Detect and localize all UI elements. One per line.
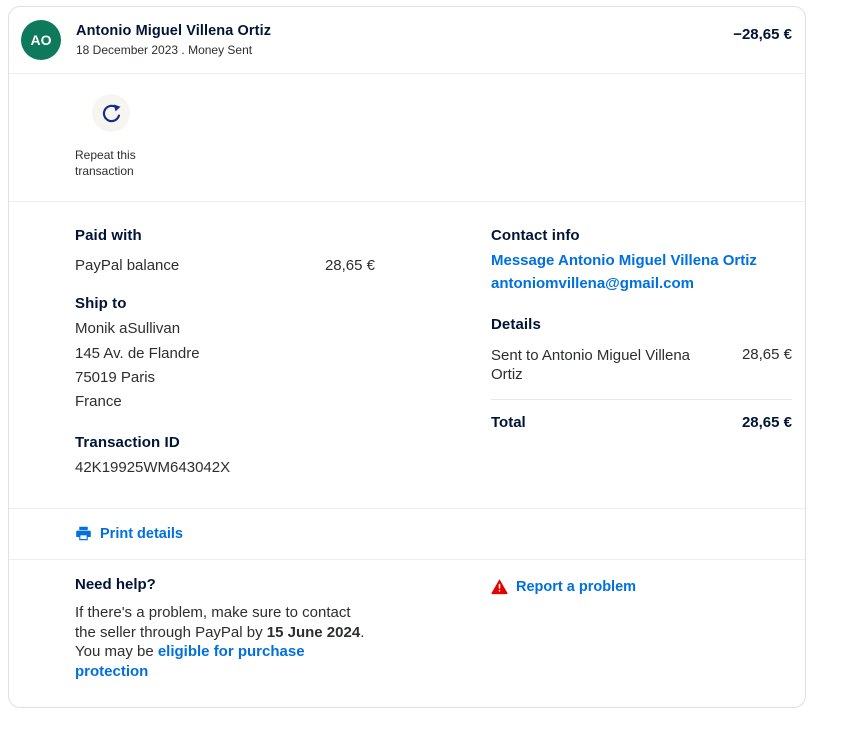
details-line-item: Sent to Antonio Miguel Villena Ortiz bbox=[491, 347, 691, 383]
need-help-block: Need help? If there's a problem, make su… bbox=[75, 576, 375, 681]
message-recipient-link[interactable]: Message Antonio Miguel Villena Ortiz bbox=[491, 252, 757, 269]
report-problem-label: Report a problem bbox=[516, 578, 637, 595]
avatar-initials: AO bbox=[30, 32, 52, 48]
recipient-name: Monik aSullivan bbox=[75, 320, 181, 337]
print-details-label: Print details bbox=[100, 525, 183, 542]
total-amount: 28,65 € bbox=[741, 414, 792, 431]
report-problem-link[interactable]: Report a problem bbox=[491, 578, 636, 595]
repeat-transaction-label[interactable]: Repeat this transaction bbox=[75, 148, 136, 178]
left-column: Paid with PayPal balance 28,65 € Ship to… bbox=[75, 227, 375, 476]
need-help-heading: Need help? bbox=[75, 576, 156, 593]
counterparty-name: Antonio Miguel Villena Ortiz bbox=[76, 23, 272, 39]
right-column: Contact info Message Antonio Miguel Vill… bbox=[491, 227, 792, 476]
contact-info-heading: Contact info bbox=[491, 227, 580, 244]
transaction-id-value: 42K19925WM643042X bbox=[75, 459, 231, 476]
details-heading: Details bbox=[491, 316, 541, 333]
ship-to-heading: Ship to bbox=[75, 295, 127, 312]
address-line-1: 145 Av. de Flandre bbox=[75, 345, 200, 362]
paid-with-heading: Paid with bbox=[75, 227, 142, 244]
need-help-text: If there's a problem, make sure to conta… bbox=[75, 603, 375, 681]
details-divider bbox=[491, 399, 792, 400]
transaction-card: AO Antonio Miguel Villena Ortiz 18 Decem… bbox=[8, 6, 806, 708]
help-text-mid: . You may be bbox=[75, 623, 365, 661]
recipient-email-link[interactable]: antoniomvillena@gmail.com bbox=[491, 275, 694, 292]
transaction-details: Paid with PayPal balance 28,65 € Ship to… bbox=[9, 202, 805, 509]
address-line-2: 75019 Paris bbox=[75, 369, 156, 386]
quick-actions: Repeat this transaction bbox=[9, 74, 805, 202]
payment-method: PayPal balance bbox=[75, 257, 180, 274]
help-section: Need help? If there's a problem, make su… bbox=[9, 560, 805, 707]
avatar: AO bbox=[21, 20, 61, 60]
purchase-protection-link[interactable]: eligible for purchase protection bbox=[75, 643, 305, 680]
print-details-link[interactable]: Print details bbox=[75, 525, 183, 542]
print-section: Print details bbox=[9, 509, 805, 560]
transaction-id-heading: Transaction ID bbox=[75, 434, 180, 451]
transaction-date-type: 18 December 2023 . Money Sent bbox=[76, 43, 253, 57]
address-line-3: France bbox=[75, 393, 122, 410]
printer-icon bbox=[75, 525, 92, 542]
header-text: Antonio Miguel Villena Ortiz 18 December… bbox=[76, 23, 271, 57]
warning-icon bbox=[491, 578, 508, 595]
repeat-transaction-button[interactable] bbox=[92, 94, 130, 132]
report-problem-block: Report a problem bbox=[491, 576, 792, 681]
help-deadline: 15 June 2024 bbox=[266, 623, 361, 641]
refresh-icon bbox=[101, 103, 122, 124]
payment-method-amount: 28,65 € bbox=[324, 257, 375, 274]
help-text-before: If there's a problem, make sure to conta… bbox=[75, 604, 351, 641]
transaction-header: AO Antonio Miguel Villena Ortiz 18 Decem… bbox=[9, 7, 805, 74]
details-line-amount: 28,65 € bbox=[741, 346, 792, 363]
total-label: Total bbox=[491, 414, 526, 431]
transaction-amount: −28,65 € bbox=[733, 26, 792, 43]
